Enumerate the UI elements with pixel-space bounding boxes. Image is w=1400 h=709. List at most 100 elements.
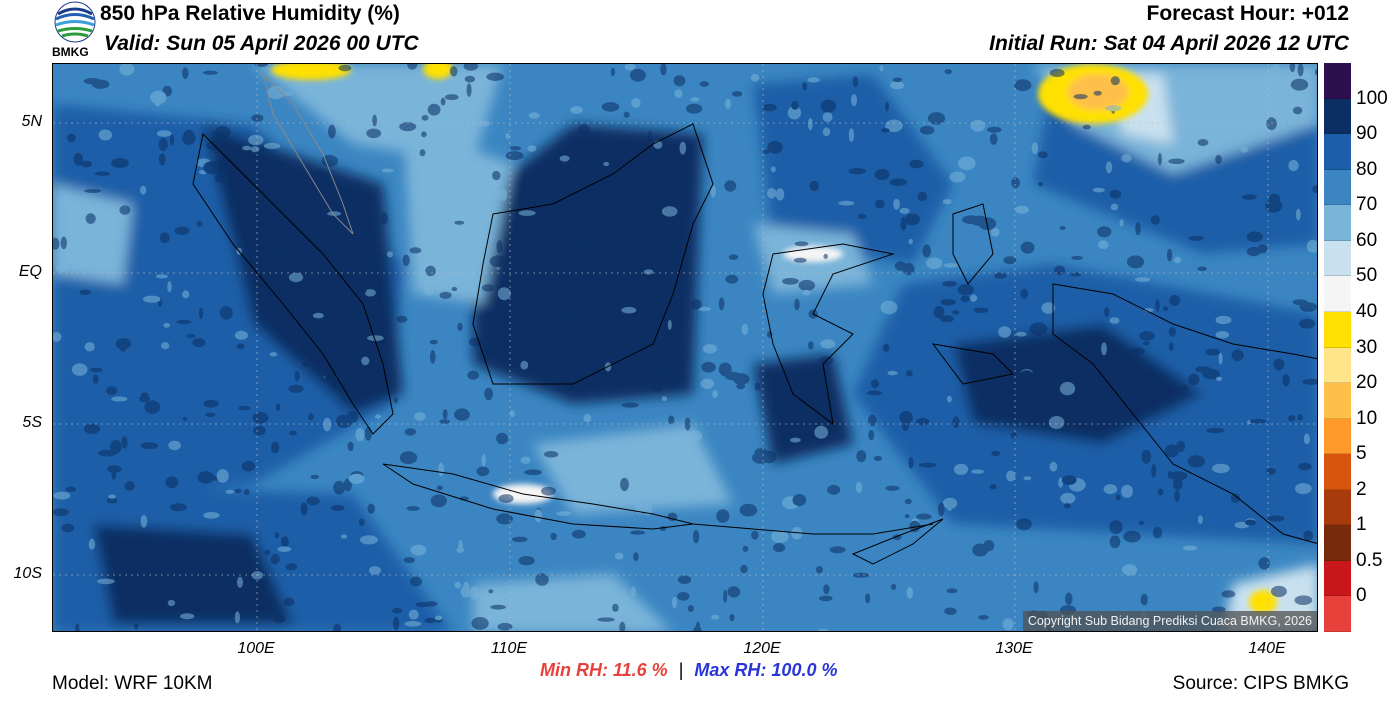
speckle (946, 395, 952, 403)
speckle (820, 339, 836, 349)
speckle (942, 280, 957, 287)
speckle (940, 298, 956, 306)
speckle (739, 503, 758, 517)
speckle (440, 97, 446, 106)
speckle-texture (53, 64, 1317, 631)
speckle (848, 168, 866, 175)
speckle (458, 539, 463, 554)
speckle (1139, 331, 1155, 341)
speckle (648, 130, 653, 143)
speckle (499, 331, 504, 341)
speckle (471, 617, 489, 630)
speckle (1082, 124, 1091, 130)
speckle (808, 341, 814, 350)
speckle (668, 415, 675, 425)
lat-label: 5S (22, 414, 42, 431)
speckle (807, 77, 820, 83)
speckle (809, 180, 819, 192)
speckle (690, 299, 702, 310)
speckle (1206, 427, 1225, 434)
speckle (569, 281, 576, 287)
speckle (1282, 374, 1290, 387)
speckle (1215, 331, 1230, 339)
speckle (534, 509, 543, 523)
speckle (139, 395, 150, 403)
speckle (285, 563, 298, 571)
speckle (1070, 272, 1082, 277)
speckle (650, 384, 664, 393)
speckle (241, 461, 256, 472)
speckle (621, 402, 639, 408)
speckle (1169, 295, 1181, 306)
speckle (1231, 349, 1244, 362)
speckle (729, 614, 735, 622)
speckle (234, 330, 248, 340)
speckle (463, 64, 478, 71)
speckle (1298, 462, 1312, 471)
speckle (712, 390, 718, 398)
speckle (787, 106, 802, 120)
speckle (659, 368, 673, 378)
speckle (253, 425, 266, 436)
speckle (505, 133, 510, 140)
speckle (908, 456, 914, 469)
speckle (490, 604, 506, 610)
speckle (1270, 64, 1281, 74)
speckle (396, 315, 408, 323)
speckle (425, 265, 436, 277)
legend-swatch (1324, 489, 1351, 526)
speckle (197, 471, 215, 484)
speckle (367, 335, 384, 341)
speckle (284, 203, 302, 210)
speckle (946, 588, 958, 594)
speckle (550, 532, 557, 541)
speckle (73, 152, 83, 166)
speckle (439, 291, 452, 299)
rh-stats: Min RH: 11.6 % | Max RH: 100.0 % (540, 660, 837, 681)
speckle (365, 257, 380, 266)
speckle (838, 200, 855, 206)
speckle (725, 274, 739, 284)
speckle (802, 82, 808, 91)
lon-label: 120E (743, 640, 781, 657)
speckle (1168, 326, 1177, 337)
speckle (251, 114, 264, 122)
speckle (328, 124, 336, 139)
legend-swatch (1324, 134, 1351, 170)
speckle (414, 412, 426, 421)
speckle (124, 481, 135, 491)
legend-label: 60 (1356, 229, 1378, 251)
speckle (393, 616, 400, 631)
speckle (419, 261, 427, 268)
speckle (677, 575, 692, 584)
speckle (404, 428, 417, 436)
legend-swatch (1324, 560, 1351, 597)
speckle (1011, 177, 1020, 189)
speckle (1292, 299, 1308, 306)
speckle (203, 512, 220, 519)
speckle (1015, 331, 1027, 337)
speckle (386, 251, 393, 258)
speckle (255, 64, 268, 67)
speckle (1273, 358, 1285, 371)
speckle (238, 405, 251, 411)
speckle (83, 423, 101, 434)
speckle (505, 151, 524, 161)
speckle (1122, 564, 1138, 576)
speckle (496, 240, 503, 254)
speckle (182, 416, 188, 422)
speckle (1021, 398, 1028, 405)
speckle (793, 257, 807, 263)
speckle (633, 552, 639, 562)
speckle (1224, 76, 1241, 91)
speckle (381, 168, 394, 173)
speckle (544, 451, 559, 458)
speckle (84, 342, 95, 352)
speckle (203, 399, 219, 408)
speckle (402, 254, 410, 266)
speckle (159, 232, 170, 244)
speckle (775, 188, 785, 201)
speckle (868, 430, 875, 441)
speckle (535, 573, 549, 586)
speckle (1295, 208, 1301, 221)
